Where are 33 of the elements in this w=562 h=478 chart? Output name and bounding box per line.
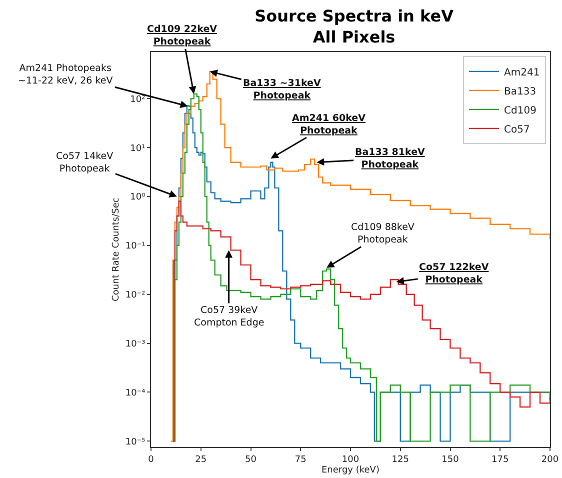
- x-axis-title: Energy (keV): [322, 466, 380, 476]
- x-tick-label: 125: [392, 454, 409, 465]
- legend-label: Co57: [504, 124, 530, 136]
- annotation: Am241 Photopeaks ~11-22 keV, 26 keV: [18, 63, 114, 86]
- legend-label: Am241: [504, 67, 540, 78]
- annotation: Cd109 88keV Photopeak: [351, 222, 415, 246]
- annotation: Co57 14keV Photopeak: [56, 151, 114, 174]
- annotation: Ba133 81keV Photopeak: [355, 147, 426, 170]
- y-tick-label: 10⁰: [130, 192, 146, 203]
- y-tick-label: 10⁻⁴: [125, 388, 146, 398]
- y-tick-label: 10⁻⁵: [125, 437, 146, 448]
- x-tick-label: 200: [541, 454, 559, 465]
- x-tick-label: 100: [342, 454, 360, 465]
- x-tick-label: 150: [442, 454, 460, 465]
- annotation: Am241 60keV Photopeak: [292, 113, 366, 136]
- x-tick-label: 25: [195, 454, 207, 465]
- legend-label: Ba133: [504, 86, 536, 98]
- y-tick-label: 10⁻²: [125, 290, 146, 301]
- y-tick-label: 10²: [130, 94, 146, 105]
- y-tick-label: 10⁻³: [125, 339, 146, 350]
- y-axis-title: Count Rate Counts/Sec: [112, 198, 122, 302]
- x-tick-label: 75: [294, 454, 306, 465]
- annotation: Co57 39keV Compton Edge: [194, 305, 264, 328]
- x-tick-label: 0: [148, 454, 154, 465]
- y-tick-label: 10⁻¹: [125, 242, 146, 252]
- annotation: Cd109 22keV Photopeak: [147, 24, 218, 48]
- annotation: Ba133 ~31keV Photopeak: [243, 78, 322, 102]
- x-tick-label: 175: [492, 454, 509, 465]
- chart-title: Source Spectra in keV All Pixels: [254, 6, 454, 46]
- x-tick-label: 50: [245, 454, 257, 465]
- annotation: Co57 122keV Photopeak: [419, 262, 490, 286]
- y-tick-label: 10¹: [130, 144, 146, 154]
- legend-label: Cd109: [504, 105, 536, 116]
